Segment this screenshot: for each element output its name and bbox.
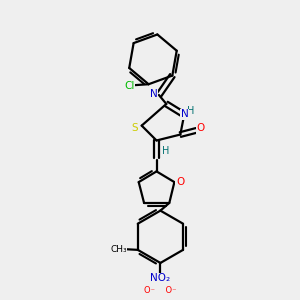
Text: H: H bbox=[162, 146, 170, 156]
Text: N: N bbox=[181, 109, 189, 119]
Text: S: S bbox=[132, 123, 139, 133]
Text: Cl: Cl bbox=[124, 81, 134, 91]
Text: H: H bbox=[187, 106, 194, 116]
Text: NO₂: NO₂ bbox=[150, 273, 170, 284]
Text: O⁻    O⁻: O⁻ O⁻ bbox=[144, 286, 177, 296]
Text: O: O bbox=[176, 177, 184, 187]
Text: CH₃: CH₃ bbox=[110, 245, 127, 254]
Text: O: O bbox=[197, 123, 205, 133]
Text: N: N bbox=[150, 89, 158, 99]
